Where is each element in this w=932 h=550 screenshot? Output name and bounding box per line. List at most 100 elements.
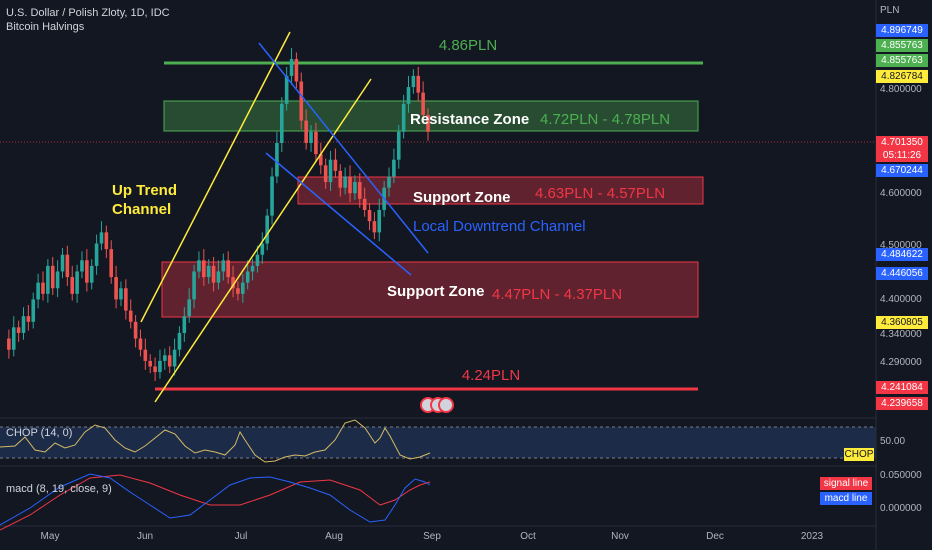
resistance-zone bbox=[163, 100, 699, 132]
uptrend-line-upper bbox=[140, 31, 291, 323]
candle-body bbox=[46, 265, 50, 294]
candle-body bbox=[362, 198, 367, 210]
uptrend-line-lower bbox=[154, 78, 372, 403]
candle-body bbox=[250, 265, 255, 272]
candle-body bbox=[367, 210, 372, 222]
candle-body bbox=[304, 120, 308, 143]
candle-body bbox=[314, 131, 318, 155]
candle-body bbox=[109, 249, 114, 278]
candle-body bbox=[148, 360, 153, 367]
candle-body bbox=[80, 260, 84, 272]
time-tick: May bbox=[40, 531, 60, 542]
price-tick: 4.400000 bbox=[880, 294, 922, 305]
candle-body bbox=[401, 103, 406, 132]
candle-body bbox=[16, 327, 21, 333]
candle-body bbox=[279, 103, 284, 143]
time-tick: Oct bbox=[520, 531, 536, 542]
candle-body bbox=[309, 131, 313, 143]
candle-body bbox=[89, 265, 94, 283]
candle-body bbox=[255, 254, 260, 266]
candle-body bbox=[333, 159, 338, 171]
price-badge: 4.826784 bbox=[876, 70, 928, 83]
symbol-title[interactable]: U.S. Dollar / Polish Zloty, 1D, IDC bbox=[6, 7, 170, 19]
price-badge: 4.241084 bbox=[876, 381, 928, 394]
downtrend-label: Local Downtrend Channel bbox=[413, 218, 586, 235]
price-pane-bg bbox=[0, 0, 876, 418]
time-tick: Jun bbox=[136, 531, 154, 542]
price-badge: 4.446056 bbox=[876, 267, 928, 280]
price-badge: 4.239658 bbox=[876, 397, 928, 410]
candles bbox=[7, 47, 430, 381]
chop-badge: CHOP bbox=[844, 448, 874, 461]
candle-body bbox=[104, 232, 109, 250]
price-badge: 4.701350 bbox=[876, 136, 928, 149]
macd-line bbox=[0, 473, 431, 526]
candle-body bbox=[163, 355, 167, 361]
time-tick: Sep bbox=[423, 531, 441, 542]
macd-tick-zero: 0.000000 bbox=[880, 503, 922, 514]
candle-body bbox=[396, 131, 401, 160]
candle-body bbox=[387, 176, 391, 188]
candle-body bbox=[294, 59, 299, 82]
support-zone-2-range: 4.47PLN - 4.37PLN bbox=[492, 286, 622, 303]
downtrend-line-lower bbox=[265, 152, 412, 276]
price-badge: 4.896749 bbox=[876, 24, 928, 37]
support-zone-1-label: Support Zone bbox=[413, 189, 511, 206]
price-tick: 4.800000 bbox=[880, 84, 922, 95]
uptrend-label-line1: Up Trend bbox=[112, 182, 177, 199]
candle-body bbox=[7, 338, 11, 350]
candle-body bbox=[177, 332, 182, 350]
candle-body bbox=[328, 159, 333, 183]
chop-title[interactable]: CHOP (14, 0) bbox=[6, 427, 73, 439]
macd-line-legend: macd line bbox=[820, 492, 872, 505]
candle-body bbox=[372, 221, 377, 233]
candle-body bbox=[167, 355, 172, 367]
indicator-name[interactable]: Bitcoin Halvings bbox=[6, 21, 85, 33]
chop-zone-band bbox=[0, 427, 876, 458]
downtrend-line-upper bbox=[258, 42, 429, 254]
candle-body bbox=[221, 260, 226, 272]
candle-body bbox=[260, 243, 265, 255]
candle-body bbox=[94, 243, 99, 266]
candle-body bbox=[133, 321, 138, 339]
candle-body bbox=[323, 165, 328, 183]
price-tick: 4.600000 bbox=[880, 188, 922, 199]
candle-body bbox=[11, 327, 16, 350]
candle-body bbox=[275, 142, 279, 177]
candle-body bbox=[70, 277, 75, 294]
candle-body bbox=[36, 282, 40, 300]
price-tick: 4.290000 bbox=[880, 357, 922, 368]
candle-body bbox=[236, 288, 240, 294]
support-zone-2-label: Support Zone bbox=[387, 283, 485, 300]
time-tick: Dec bbox=[706, 531, 724, 542]
candle-body bbox=[21, 316, 26, 333]
support-zone-1-range: 4.63PLN - 4.57PLN bbox=[535, 185, 665, 202]
candle-body bbox=[226, 260, 230, 278]
candle-body bbox=[65, 254, 70, 278]
time-tick: Jul bbox=[234, 531, 248, 542]
candle-body bbox=[343, 176, 347, 188]
candle-body bbox=[153, 366, 157, 373]
candle-body bbox=[406, 87, 411, 104]
candle-body bbox=[284, 75, 289, 104]
candle-body bbox=[128, 310, 133, 322]
price-badge: 05:11:26 bbox=[876, 149, 928, 162]
time-tick: 2023 bbox=[800, 531, 824, 542]
price-badge: 4.670244 bbox=[876, 164, 928, 177]
candle-body bbox=[31, 299, 36, 322]
macd-title[interactable]: macd (8, 19, close, 9) bbox=[6, 483, 112, 495]
candle-body bbox=[357, 182, 362, 199]
candle-body bbox=[197, 260, 201, 272]
candle-body bbox=[182, 316, 187, 333]
candle-body bbox=[241, 282, 245, 294]
candle-body bbox=[114, 277, 118, 300]
macd-tick-top: 0.050000 bbox=[880, 470, 922, 481]
event-flag-icon[interactable] bbox=[438, 397, 454, 413]
candle-body bbox=[99, 232, 104, 244]
candle-body bbox=[50, 265, 55, 289]
candle-body bbox=[143, 349, 148, 361]
candle-body bbox=[124, 288, 128, 311]
resistance-zone-range: 4.72PLN - 4.78PLN bbox=[540, 111, 670, 128]
price-badge: 4.360805 bbox=[876, 316, 928, 329]
time-tick: Aug bbox=[325, 531, 343, 542]
